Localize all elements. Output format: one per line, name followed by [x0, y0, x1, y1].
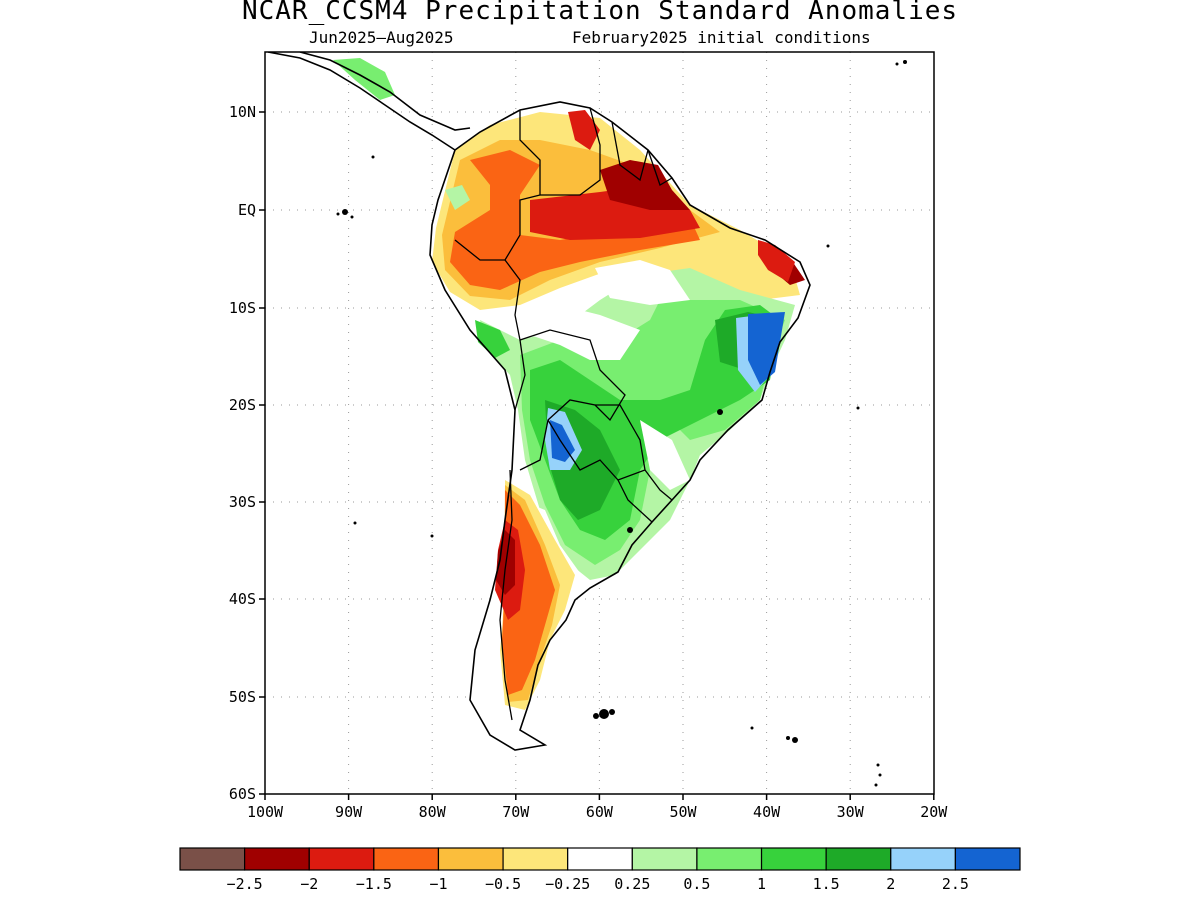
longitude-axis: 100W 90W 80W 70W 60W 50W 40W 30W 20W: [247, 794, 948, 821]
colorbar-swatch: [954, 847, 1021, 871]
map-content: [267, 52, 907, 787]
colorbar-swatch: [502, 847, 569, 871]
lon-tick-label: 50W: [669, 803, 697, 821]
anomaly-blue-paraguay: [550, 420, 575, 462]
colorbar-swatch: [890, 847, 956, 871]
lat-tick-label: EQ: [238, 201, 256, 219]
colorbar-swatch: [631, 847, 698, 871]
anomaly-wet-colombia: [445, 185, 470, 210]
lon-tick-label: 100W: [247, 803, 284, 821]
colorbar-label: 1: [757, 875, 766, 893]
lat-tick-label: 10S: [229, 299, 256, 317]
colorbar-swatch: [244, 847, 310, 871]
lon-tick-label: 40W: [753, 803, 781, 821]
map-title: NCAR_CCSM4 Precipitation Standard Anomal…: [241, 0, 959, 26]
islands: [336, 60, 907, 787]
colorbar-swatch: [825, 847, 892, 871]
colorbar-label: 0.25: [614, 875, 650, 893]
lat-tick-label: 20S: [229, 396, 256, 414]
lat-tick-label: 10N: [229, 103, 256, 121]
anomaly-darkred-guiana: [600, 160, 690, 210]
anomaly-red-ne-brazil: [758, 240, 795, 282]
colorbar-label: −1: [429, 875, 447, 893]
anomaly-red-venezuela: [568, 110, 600, 150]
colorbar-label: −2: [300, 875, 318, 893]
colorbar-swatch: [179, 847, 246, 871]
lat-tick-label: 50S: [229, 688, 256, 706]
anomaly-neutral-bolivia: [520, 305, 640, 360]
colorbar-label: −1.5: [356, 875, 392, 893]
colorbar-label: −0.25: [545, 875, 590, 893]
colorbar-swatch: [760, 847, 827, 871]
anomaly-neutral-se: [640, 420, 690, 490]
lon-tick-label: 70W: [502, 803, 530, 821]
lon-tick-label: 60W: [586, 803, 614, 821]
anomaly-wet-peru: [475, 320, 510, 358]
colorbar-label: 2: [886, 875, 895, 893]
colorbar-swatch: [373, 847, 440, 871]
anomaly-wet-orange: [450, 150, 700, 290]
colorbar-label: 1.5: [813, 875, 840, 893]
lat-tick-label: 60S: [229, 785, 256, 803]
anomaly-shading: [333, 58, 805, 710]
coastline-central-america: [267, 52, 471, 151]
colorbar: −2.5 −2 −1.5 −1 −0.5 −0.25 0.25 0.5 1 1.5 2 2.5: [179, 847, 1021, 893]
colorbar-swatch: [567, 847, 633, 871]
colorbar-swatch: [437, 847, 504, 871]
lon-tick-label: 30W: [837, 803, 865, 821]
lon-tick-label: 90W: [335, 803, 363, 821]
colorbar-swatch: [696, 847, 763, 871]
lat-tick-label: 30S: [229, 493, 256, 511]
anomaly-neutral-center: [595, 260, 690, 305]
lon-tick-label: 80W: [419, 803, 447, 821]
coastline-south-america: [429, 101, 811, 751]
colorbar-label: −2.5: [227, 875, 263, 893]
anomaly-blue-bahia: [748, 312, 785, 385]
lon-tick-label: 20W: [920, 803, 948, 821]
colorbar-swatch: [308, 847, 375, 871]
colorbar-label: −0.5: [485, 875, 521, 893]
colorbar-label: 0.5: [683, 875, 710, 893]
lat-tick-label: 40S: [229, 590, 256, 608]
latitude-axis: 10N EQ 10S 20S 30S 40S 50S 60S: [229, 103, 265, 803]
subtitle-init: February2025 initial conditions: [572, 28, 871, 47]
country-borders: [454, 107, 673, 721]
colorbar-label: 2.5: [942, 875, 969, 893]
subtitle-period: Jun2025–Aug2025: [309, 28, 454, 47]
